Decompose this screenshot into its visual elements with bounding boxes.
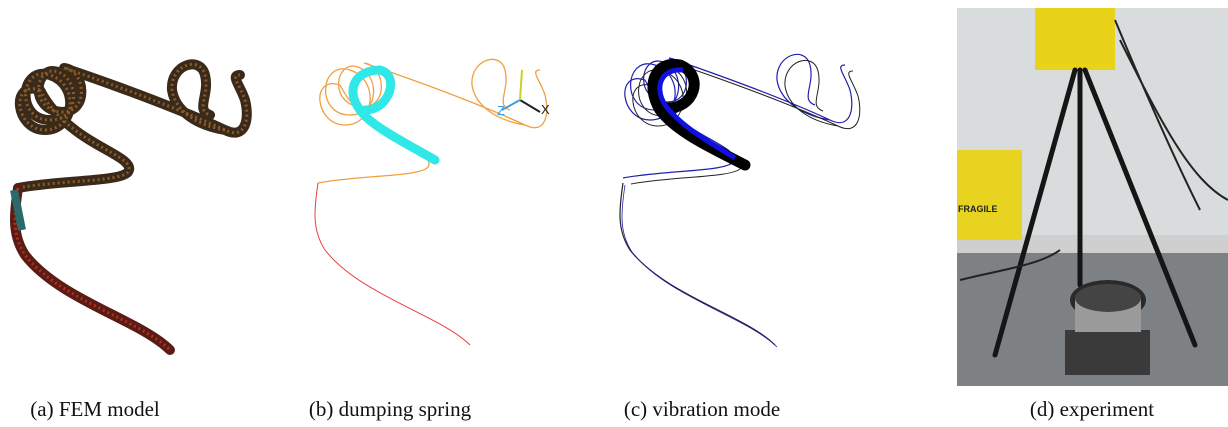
dumping-spring: Z X [315, 59, 550, 345]
axis-label: Z [497, 103, 505, 118]
figure-art: Z X FRAGILE [0, 0, 1228, 427]
experiment-photo: FRAGILE [957, 8, 1228, 386]
vibration-mode [620, 54, 860, 347]
fem-model [14, 64, 247, 350]
photo-label: FRAGILE [958, 204, 998, 214]
caption: (a) FEM model [30, 397, 159, 422]
caption: (b) dumping spring [309, 397, 471, 422]
caption: (d) experiment [1030, 397, 1154, 422]
axis-label: X [541, 102, 550, 117]
figure: Z X FRAGILE (a) FEM model (b) dumping sp… [0, 0, 1228, 427]
caption: (c) vibration mode [624, 397, 780, 422]
